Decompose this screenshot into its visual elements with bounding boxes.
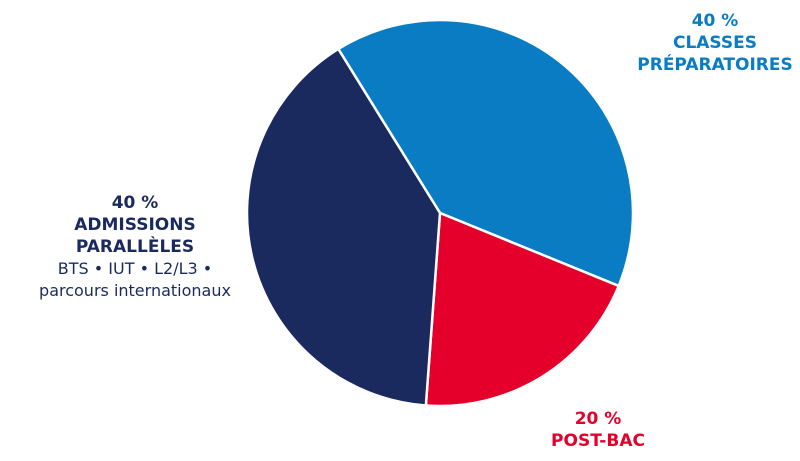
slice-label: 20 % POST-BAC — [520, 408, 676, 452]
pie-slice — [245, 47, 442, 407]
value-label: 40 % — [691, 11, 739, 31]
pie-slice — [424, 211, 621, 408]
slice-label: 40 % CLASSES PRÉPARATOIRES — [630, 10, 800, 76]
annotation: BTS • IUT • L2/L3 • parcours internation… — [39, 259, 231, 300]
category-label: ADMISSIONS PARALLÈLES — [74, 215, 196, 257]
category-label: POST-BAC — [551, 431, 645, 451]
slice-label: 40 % ADMISSIONS PARALLÈLES BTS • IUT • L… — [20, 192, 250, 302]
pie-slice — [336, 18, 635, 288]
value-label: 20 % — [574, 409, 622, 429]
category-label: CLASSES PRÉPARATOIRES — [637, 33, 793, 75]
value-label: 40 % — [111, 193, 159, 213]
